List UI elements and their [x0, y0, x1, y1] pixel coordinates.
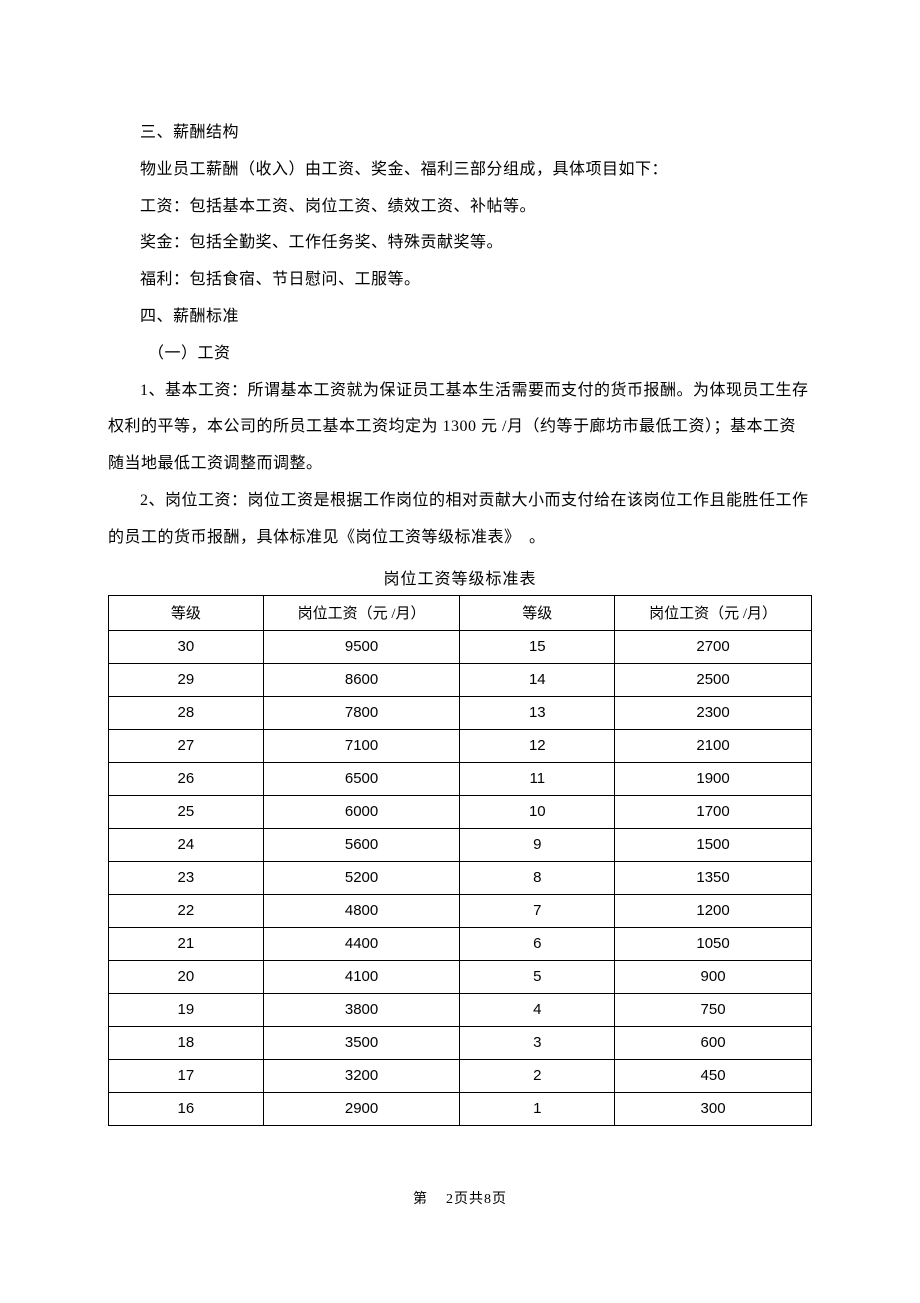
table-cell: 6500 [263, 762, 460, 795]
table-cell: 2900 [263, 1092, 460, 1125]
table-row: 2041005900 [109, 960, 812, 993]
table-cell: 7100 [263, 729, 460, 762]
table-cell: 19 [109, 993, 264, 1026]
table-cell: 18 [109, 1026, 264, 1059]
table-row: 23520081350 [109, 861, 812, 894]
table-cell: 2 [460, 1059, 615, 1092]
table-cell: 4800 [263, 894, 460, 927]
paragraph-salary: 工资：包括基本工资、岗位工资、绩效工资、补帖等。 [108, 189, 812, 226]
paragraph-welfare: 福利：包括食宿、节日慰问、工服等。 [108, 262, 812, 299]
table-cell: 24 [109, 828, 264, 861]
table-cell: 13 [460, 696, 615, 729]
table-cell: 26 [109, 762, 264, 795]
heading-subsection-1: （一）工资 [108, 336, 812, 373]
table-cell: 900 [615, 960, 812, 993]
table-cell: 1350 [615, 861, 812, 894]
footer-total-pages: 8 [484, 1192, 492, 1207]
table-cell: 23 [109, 861, 264, 894]
table-cell: 30 [109, 630, 264, 663]
table-cell: 17 [109, 1059, 264, 1092]
table-cell: 15 [460, 630, 615, 663]
table-cell: 1700 [615, 795, 812, 828]
table-cell: 10 [460, 795, 615, 828]
table-cell: 14 [460, 663, 615, 696]
paragraph-intro: 物业员工薪酬（收入）由工资、奖金、福利三部分组成，具体项目如下： [108, 152, 812, 189]
footer-suffix: 页 [492, 1192, 507, 1207]
table-cell: 3200 [263, 1059, 460, 1092]
table-cell: 6000 [263, 795, 460, 828]
table-cell: 28 [109, 696, 264, 729]
table-row: 1938004750 [109, 993, 812, 1026]
footer-prefix: 第 [413, 1192, 428, 1207]
table-header-cell: 岗位工资（元 /月） [615, 595, 812, 630]
table-row: 298600142500 [109, 663, 812, 696]
table-row: 277100122100 [109, 729, 812, 762]
table-cell: 1500 [615, 828, 812, 861]
table-cell: 5200 [263, 861, 460, 894]
table-row: 266500111900 [109, 762, 812, 795]
table-cell: 8600 [263, 663, 460, 696]
heading-section-4: 四、薪酬标准 [108, 299, 812, 336]
table-cell: 27 [109, 729, 264, 762]
table-cell: 9 [460, 828, 615, 861]
table-cell: 300 [615, 1092, 812, 1125]
table-cell: 12 [460, 729, 615, 762]
table-cell: 29 [109, 663, 264, 696]
table-cell: 2100 [615, 729, 812, 762]
paragraph-bonus: 奖金：包括全勤奖、工作任务奖、特殊贡献奖等。 [108, 225, 812, 262]
table-cell: 1200 [615, 894, 812, 927]
table-cell: 8 [460, 861, 615, 894]
table-cell: 1 [460, 1092, 615, 1125]
table-cell: 750 [615, 993, 812, 1026]
table-cell: 25 [109, 795, 264, 828]
paragraph-position-salary: 2、岗位工资：岗位工资是根据工作岗位的相对贡献大小而支付给在该岗位工作且能胜任工… [108, 483, 812, 557]
table-cell: 3800 [263, 993, 460, 1026]
table-row: 309500152700 [109, 630, 812, 663]
table-header-cell: 岗位工资（元 /月） [263, 595, 460, 630]
table-cell: 11 [460, 762, 615, 795]
paragraph-basic-salary: 1、基本工资：所谓基本工资就为保证员工基本生活需要而支付的货币报酬。为体现员工生… [108, 373, 812, 483]
table-cell: 2500 [615, 663, 812, 696]
table-cell: 9500 [263, 630, 460, 663]
table-row: 21440061050 [109, 927, 812, 960]
table-header-cell: 等级 [460, 595, 615, 630]
table-header-row: 等级 岗位工资（元 /月） 等级 岗位工资（元 /月） [109, 595, 812, 630]
table-cell: 16 [109, 1092, 264, 1125]
table-cell: 2700 [615, 630, 812, 663]
table-cell: 4400 [263, 927, 460, 960]
table-cell: 22 [109, 894, 264, 927]
salary-grade-table: 等级 岗位工资（元 /月） 等级 岗位工资（元 /月） 309500152700… [108, 595, 812, 1126]
heading-section-3: 三、薪酬结构 [108, 115, 812, 152]
table-cell: 7800 [263, 696, 460, 729]
table-cell: 5600 [263, 828, 460, 861]
document-content: 三、薪酬结构 物业员工薪酬（收入）由工资、奖金、福利三部分组成，具体项目如下： … [0, 0, 920, 1126]
table-cell: 21 [109, 927, 264, 960]
footer-current-page: 2 [446, 1192, 454, 1207]
table-cell: 6 [460, 927, 615, 960]
footer-mid: 页共 [454, 1192, 484, 1207]
page-footer: 第 2页共8页 [0, 1188, 920, 1208]
table-row: 1835003600 [109, 1026, 812, 1059]
table-header-cell: 等级 [109, 595, 264, 630]
table-cell: 450 [615, 1059, 812, 1092]
table-row: 22480071200 [109, 894, 812, 927]
table-cell: 600 [615, 1026, 812, 1059]
table-row: 24560091500 [109, 828, 812, 861]
table-row: 256000101700 [109, 795, 812, 828]
table-cell: 2300 [615, 696, 812, 729]
table-cell: 1050 [615, 927, 812, 960]
table-cell: 4 [460, 993, 615, 1026]
table-cell: 3500 [263, 1026, 460, 1059]
table-cell: 20 [109, 960, 264, 993]
table-row: 1629001300 [109, 1092, 812, 1125]
table-row: 287800132300 [109, 696, 812, 729]
table-cell: 4100 [263, 960, 460, 993]
table-cell: 1900 [615, 762, 812, 795]
table-row: 1732002450 [109, 1059, 812, 1092]
table-cell: 5 [460, 960, 615, 993]
table-cell: 7 [460, 894, 615, 927]
table-title: 岗位工资等级标准表 [108, 565, 812, 589]
table-cell: 3 [460, 1026, 615, 1059]
